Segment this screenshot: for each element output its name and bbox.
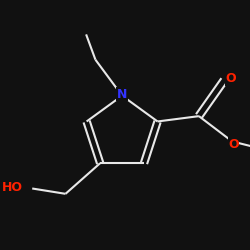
Text: O: O <box>228 138 239 150</box>
Text: N: N <box>117 88 127 101</box>
Text: O: O <box>226 72 236 85</box>
Text: HO: HO <box>2 181 23 194</box>
